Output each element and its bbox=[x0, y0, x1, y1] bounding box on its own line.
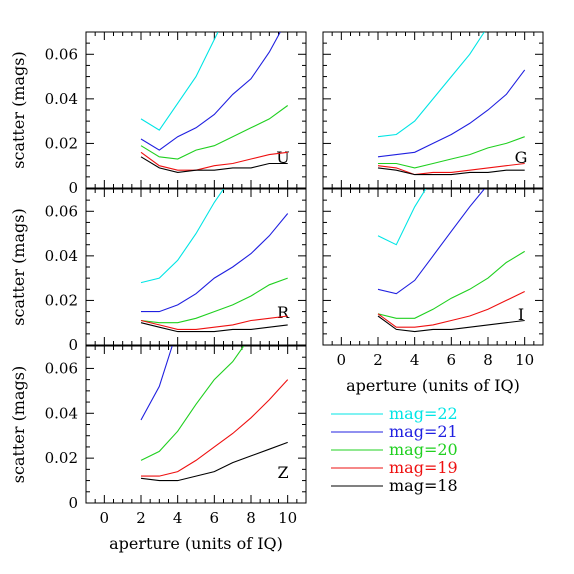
y-tick-label: 0.06 bbox=[45, 202, 78, 220]
x-tick-label: 4 bbox=[410, 351, 420, 369]
y-tick-label: 0.04 bbox=[45, 90, 78, 108]
series-group bbox=[377, 32, 526, 176]
band-label: I bbox=[518, 305, 524, 324]
series-line-mag-20 bbox=[378, 136, 525, 169]
y-axis-label: scatter (mags) bbox=[9, 366, 28, 483]
series-line-mag-21 bbox=[377, 189, 485, 295]
x-tick-label: 2 bbox=[136, 509, 146, 527]
y-tick-label: 0.04 bbox=[45, 404, 78, 422]
x-tick-label: 6 bbox=[210, 509, 220, 527]
series-line-mag-18 bbox=[377, 315, 525, 333]
legend-label: mag=21 bbox=[389, 422, 458, 441]
series-line-mag-18 bbox=[140, 322, 288, 333]
x-tick-label: 0 bbox=[100, 509, 110, 527]
series-group bbox=[140, 32, 289, 173]
series-line-mag-21 bbox=[141, 213, 289, 313]
x-tick-label: 8 bbox=[483, 351, 493, 369]
y-tick-label: 0 bbox=[68, 494, 78, 512]
series-line-mag-22 bbox=[140, 32, 219, 131]
series-group bbox=[140, 346, 289, 482]
x-tick-label: 10 bbox=[278, 509, 297, 527]
series-line-mag-18 bbox=[140, 441, 288, 482]
series-line-mag-19 bbox=[141, 379, 289, 477]
series-group bbox=[377, 189, 525, 333]
panel-frame bbox=[322, 31, 544, 189]
y-axis-label: scatter (mags) bbox=[9, 208, 28, 325]
series-line-mag-20 bbox=[140, 346, 245, 461]
y-tick-label: 0.02 bbox=[45, 291, 78, 309]
y-tick-label: 0.06 bbox=[45, 359, 78, 377]
x-tick-label: 2 bbox=[373, 351, 383, 369]
band-label: G bbox=[515, 148, 528, 167]
series-line-mag-20 bbox=[140, 277, 288, 324]
x-tick-label: 6 bbox=[447, 351, 457, 369]
x-tick-label: 10 bbox=[515, 351, 534, 369]
y-tick-label: 0 bbox=[68, 336, 78, 354]
x-axis-label: aperture (units of IQ) bbox=[109, 534, 283, 553]
band-label: U bbox=[276, 148, 289, 167]
series-line-mag-20 bbox=[140, 105, 289, 160]
panel-i: 0 2 4 6 8 10 aperture (units of IQ) I bbox=[322, 188, 544, 395]
panel-u: 0 0.02 0.04 0.06 scatter (mags) U bbox=[9, 31, 307, 197]
legend-label: mag=20 bbox=[389, 440, 458, 459]
series-line-mag-22 bbox=[377, 189, 427, 246]
series-line-mag-18 bbox=[140, 156, 288, 173]
legend-label: mag=22 bbox=[389, 404, 458, 423]
series-line-mag-19 bbox=[140, 151, 288, 171]
series-line-mag-21 bbox=[140, 32, 281, 151]
legend-label: mag=18 bbox=[389, 476, 458, 495]
panel-r: 0 0.02 0.04 0.06 scatter (mags) R bbox=[9, 188, 307, 354]
panel-frame bbox=[85, 188, 307, 346]
y-tick-label: 0.04 bbox=[45, 247, 78, 265]
legend-label: mag=19 bbox=[389, 458, 458, 477]
series-line-mag-22 bbox=[377, 32, 485, 138]
series-line-mag-22 bbox=[140, 189, 224, 284]
x-tick-label: 4 bbox=[173, 509, 183, 527]
series-line-mag-21 bbox=[140, 346, 173, 421]
panel-frame bbox=[322, 188, 544, 346]
y-axis-label: scatter (mags) bbox=[9, 51, 28, 168]
y-tick-label: 0.02 bbox=[45, 134, 78, 152]
panel-z: 0 0.02 0.04 0.06 0 2 4 6 8 10 aperture (units of I… bbox=[9, 345, 307, 553]
series-line-mag-19 bbox=[140, 315, 288, 330]
panel-frame bbox=[85, 345, 307, 504]
band-label: Z bbox=[277, 463, 288, 482]
band-label: R bbox=[277, 303, 290, 322]
series-line-mag-20 bbox=[377, 250, 525, 319]
x-tick-label: 0 bbox=[337, 351, 347, 369]
panel-frame bbox=[85, 31, 307, 189]
series-line-mag-19 bbox=[377, 162, 525, 176]
series-line-mag-21 bbox=[377, 69, 526, 158]
y-tick-label: 0.06 bbox=[45, 45, 78, 63]
panel-g: G bbox=[322, 31, 544, 189]
series-line-mag-18 bbox=[377, 167, 525, 176]
y-tick-label: 0.02 bbox=[45, 449, 78, 467]
series-group bbox=[140, 189, 289, 333]
series-line-mag-19 bbox=[377, 291, 525, 328]
y-tick-label: 0 bbox=[68, 179, 78, 197]
x-axis-label: aperture (units of IQ) bbox=[346, 376, 520, 395]
x-tick-label: 8 bbox=[246, 509, 256, 527]
